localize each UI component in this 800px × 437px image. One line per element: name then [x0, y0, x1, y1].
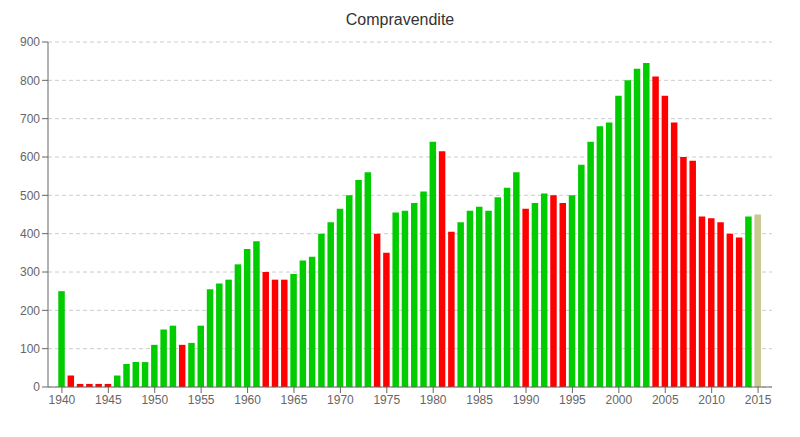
svg-text:300: 300	[20, 265, 40, 279]
svg-text:1990: 1990	[513, 393, 540, 407]
svg-text:700: 700	[20, 112, 40, 126]
svg-text:500: 500	[20, 189, 40, 203]
svg-text:1975: 1975	[373, 393, 400, 407]
svg-text:1980: 1980	[420, 393, 447, 407]
svg-text:0: 0	[33, 380, 40, 394]
svg-text:1995: 1995	[559, 393, 586, 407]
html-text:Compravendite: Compravendite	[345, 11, 455, 28]
svg-text:1960: 1960	[234, 393, 261, 407]
svg-text:100: 100	[20, 342, 40, 356]
svg-text:1940: 1940	[49, 393, 76, 407]
svg-text:2010: 2010	[698, 393, 725, 407]
svg-text:400: 400	[20, 227, 40, 241]
svg-text:1985: 1985	[466, 393, 493, 407]
svg-text:1955: 1955	[188, 393, 215, 407]
svg-text:2000: 2000	[605, 393, 632, 407]
svg-text:1965: 1965	[281, 393, 308, 407]
svg-text:900: 900	[20, 35, 40, 49]
svg-text:2005: 2005	[652, 393, 679, 407]
svg-text:800: 800	[20, 74, 40, 88]
svg-text:1950: 1950	[141, 393, 168, 407]
svg-text:2015: 2015	[745, 393, 772, 407]
svg-text:200: 200	[20, 304, 40, 318]
svg-text:1945: 1945	[95, 393, 122, 407]
svg-text:600: 600	[20, 150, 40, 164]
svg-text:1970: 1970	[327, 393, 354, 407]
